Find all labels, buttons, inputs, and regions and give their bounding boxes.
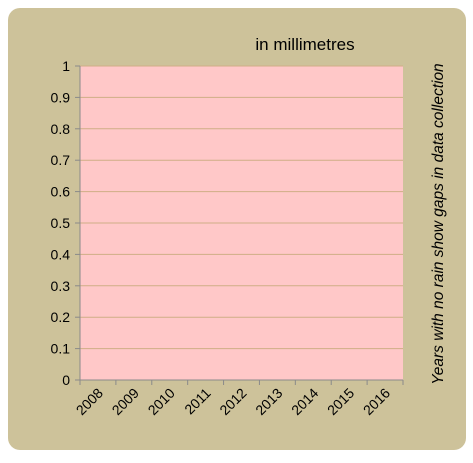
y-tick-label: 0.4 bbox=[51, 246, 71, 262]
y-tick-label: 0.7 bbox=[51, 152, 71, 168]
y-tick-label: 0.8 bbox=[51, 121, 71, 137]
y-tick-label: 0.6 bbox=[51, 184, 71, 200]
y-tick-label: 0.5 bbox=[51, 215, 71, 231]
y-tick-label: 0.3 bbox=[51, 278, 71, 294]
chart-side-note: Years with no rain show gaps in data col… bbox=[430, 63, 447, 384]
y-tick-label: 0 bbox=[62, 372, 70, 388]
y-tick-label: 0.1 bbox=[51, 341, 71, 357]
y-tick-label: 0.9 bbox=[51, 89, 71, 105]
y-tick-labels: 0 0.1 0.2 0.3 0.4 0.5 0.6 0.7 0.8 0.9 1 bbox=[51, 58, 80, 388]
y-tick-label: 0.2 bbox=[51, 309, 71, 325]
chart-title: in millimetres bbox=[255, 35, 354, 54]
gridlines bbox=[80, 65, 403, 350]
y-tick-label: 1 bbox=[62, 58, 70, 74]
